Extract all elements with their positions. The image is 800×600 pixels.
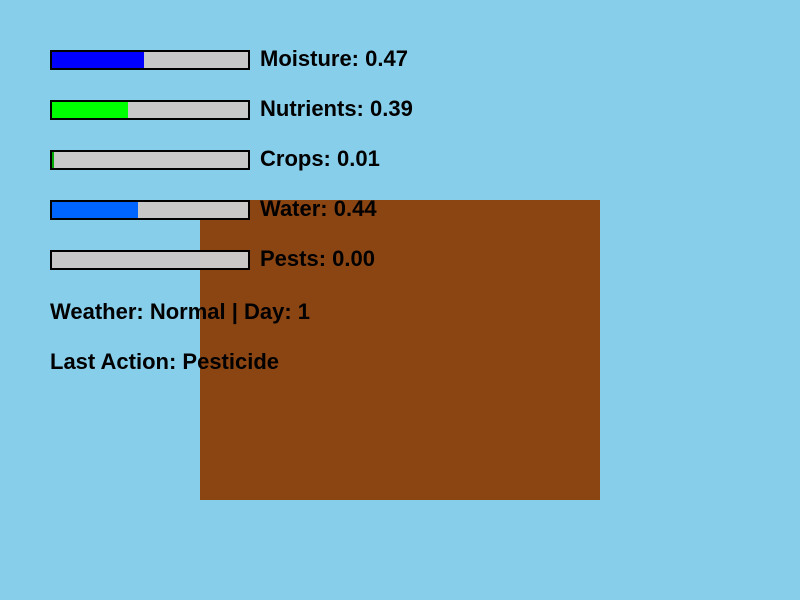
pests-label: Pests: 0.00 <box>260 246 375 271</box>
moisture-bar-fill <box>52 52 144 68</box>
nutrients-bar <box>50 100 250 120</box>
nutrients-bar-fill <box>52 102 128 118</box>
pests-bar <box>50 250 250 270</box>
crops-label: Crops: 0.01 <box>260 146 380 171</box>
water-bar <box>50 200 250 220</box>
last-action-status: Last Action: Pesticide <box>50 349 280 374</box>
soil-plot <box>200 200 600 500</box>
water-bar-fill <box>52 202 138 218</box>
weather-day-status: Weather: Normal | Day: 1 <box>50 299 311 324</box>
moisture-label: Moisture: 0.47 <box>260 46 408 71</box>
moisture-bar <box>50 50 250 70</box>
crops-bar-fill <box>52 152 54 168</box>
water-label: Water: 0.44 <box>260 196 377 221</box>
crops-bar <box>50 150 250 170</box>
nutrients-label: Nutrients: 0.39 <box>260 96 413 121</box>
